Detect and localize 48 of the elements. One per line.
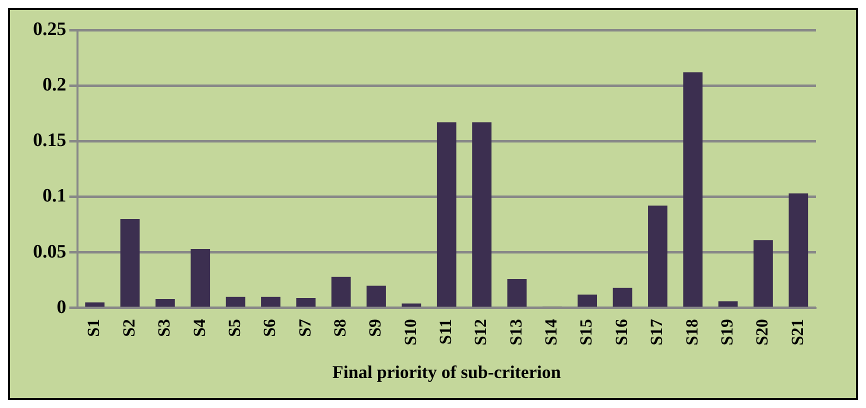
bar — [578, 294, 598, 307]
bar — [85, 302, 105, 307]
x-tick-label: S19 — [717, 318, 736, 346]
bar — [718, 301, 738, 307]
bar — [648, 206, 668, 307]
y-tick-label: 0.05 — [33, 241, 66, 262]
bar — [261, 296, 280, 307]
x-tick-label: S13 — [506, 318, 526, 346]
bar — [612, 288, 632, 307]
x-tick-label: S20 — [752, 318, 772, 346]
x-tick-label: S16 — [612, 318, 631, 346]
x-axis-title: Final priority of sub-criterion — [332, 362, 561, 382]
x-tick-label: S18 — [682, 318, 702, 346]
x-tick-label: S12 — [471, 318, 490, 346]
x-tick-label: S21 — [788, 318, 807, 346]
y-tick-label: 0.25 — [33, 18, 66, 40]
bar — [683, 72, 703, 307]
x-tick-label: S11 — [436, 318, 456, 344]
bar — [156, 299, 175, 307]
bar — [402, 304, 422, 307]
bar — [788, 193, 808, 307]
x-tick-label: S2 — [119, 318, 138, 337]
x-tick-label: S14 — [542, 318, 561, 346]
x-tick-label: S1 — [84, 318, 104, 337]
bar — [190, 249, 210, 307]
x-tick-label: S6 — [260, 318, 280, 337]
y-tick-label: 0.2 — [42, 74, 66, 96]
y-tick-label: 0.15 — [33, 130, 66, 152]
x-tick-label: S5 — [224, 318, 244, 337]
bar — [366, 286, 386, 307]
bar — [120, 219, 140, 307]
x-tick-label: S4 — [190, 318, 209, 337]
bar — [296, 298, 316, 307]
x-tick-label: S7 — [295, 318, 314, 337]
x-tick-label: S8 — [330, 318, 350, 337]
x-tick-label: S3 — [154, 318, 174, 337]
y-tick-label: 0 — [56, 296, 66, 318]
bar — [436, 122, 456, 307]
y-tick-label: 0.1 — [42, 186, 66, 207]
bar — [507, 279, 527, 307]
x-tick-label: S15 — [576, 318, 596, 346]
bar — [331, 276, 351, 307]
bar — [472, 122, 492, 307]
x-tick-label: S17 — [647, 318, 666, 346]
x-tick-label: S10 — [400, 318, 420, 346]
bar — [226, 296, 246, 307]
bar — [754, 240, 773, 307]
x-tick-label: S9 — [366, 318, 385, 337]
